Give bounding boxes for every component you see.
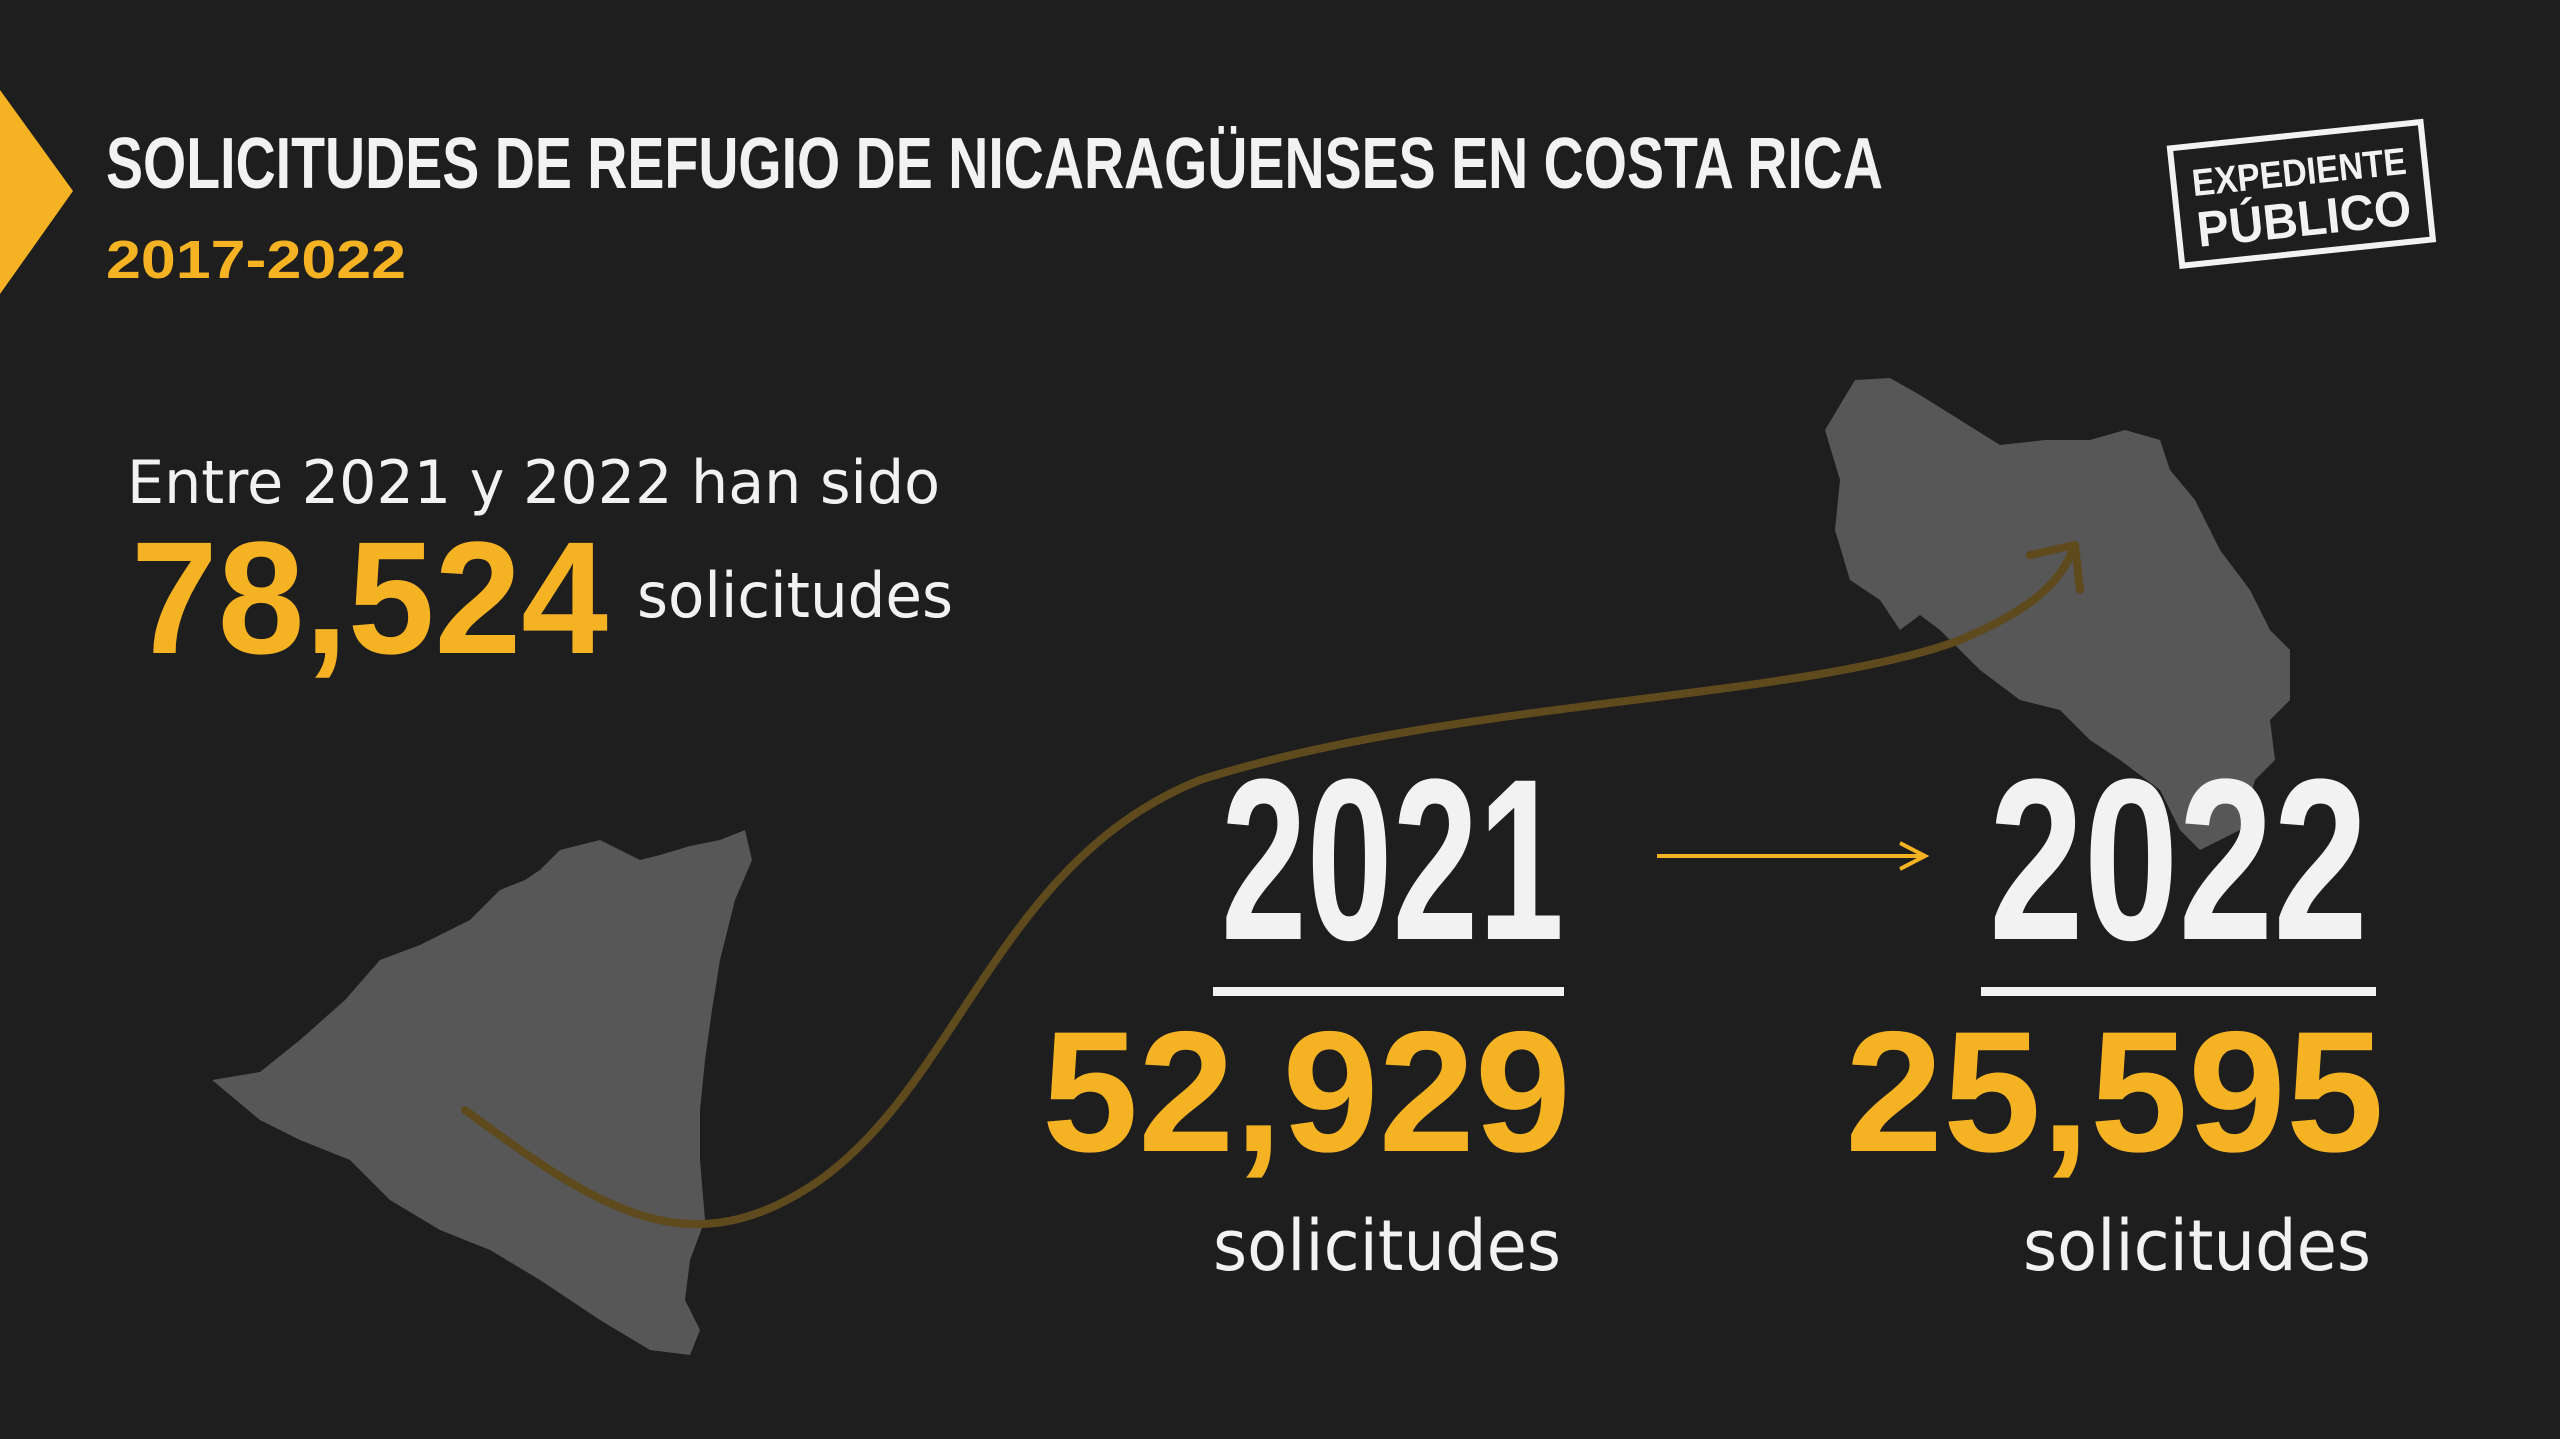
year-label: 2021 — [1221, 731, 1564, 988]
year-connector-head — [1899, 841, 1930, 871]
route-arrowhead — [2026, 541, 2084, 594]
year-unit: solicitudes — [2023, 1205, 2371, 1287]
year-count: 52,929 — [1042, 996, 1571, 1188]
subtitle: 2017-2022 — [106, 230, 406, 290]
year-unit: solicitudes — [1213, 1205, 1561, 1287]
year-count: 25,595 — [1845, 996, 2384, 1188]
year-label: 2022 — [1989, 731, 2368, 988]
costa-rica-map — [1825, 378, 2290, 850]
accent-triangle — [0, 90, 73, 294]
year-underline — [1213, 987, 1564, 996]
summary-intro: Entre 2021 y 2022 han sido — [127, 448, 940, 518]
route-line — [461, 541, 2079, 1229]
year-underline — [1981, 987, 2376, 996]
nicaragua-map — [212, 830, 752, 1355]
summary-unit: solicitudes — [637, 559, 953, 632]
title: SOLICITUDES DE REFUGIO DE NICARAGÜENSES … — [106, 124, 1883, 204]
summary-total: 78,524 — [131, 508, 608, 687]
logo-frame — [2166, 118, 2437, 270]
